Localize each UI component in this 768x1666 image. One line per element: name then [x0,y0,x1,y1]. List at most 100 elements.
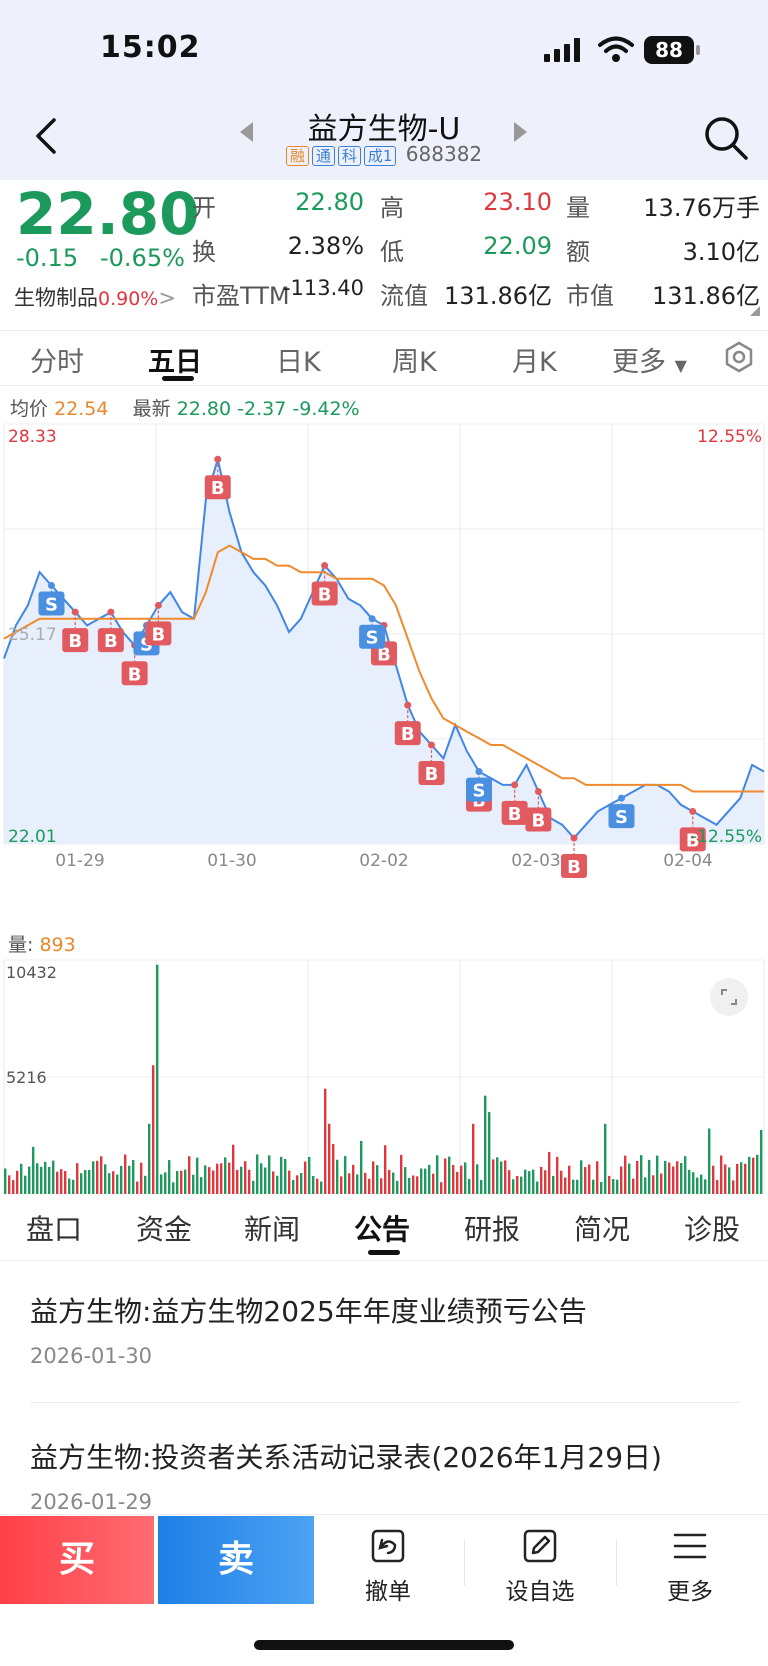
quote-panel [0,180,768,320]
separator [464,1540,465,1586]
volume-bar [576,1179,579,1194]
high-label: 高 [380,194,404,222]
volume-bar [624,1155,627,1194]
tab-day-k[interactable]: 日K [276,347,321,378]
volume-bar [292,1179,295,1194]
volume-bar [328,1123,331,1194]
volume-bar [456,1171,459,1194]
avg-value: 22.54 [54,398,109,420]
volume-bar [424,1168,427,1194]
volume-bar [728,1167,731,1194]
volume-bar [96,1160,99,1194]
volume-bar [180,1170,183,1194]
trade-marker-label: B [686,830,700,851]
add-watchlist-button[interactable]: 设自选 [480,1528,600,1606]
tab-diagnose[interactable]: 诊股 [684,1213,741,1246]
tab-research[interactable]: 研报 [464,1213,521,1246]
volume-bar [740,1162,743,1194]
settings-button[interactable] [722,340,756,374]
tab-profile[interactable]: 简况 [574,1213,631,1246]
volume-chart[interactable]: 10432 5216 [0,956,768,1196]
volume-bar [104,1164,107,1194]
price-chart[interactable]: SBBBSBBBBSBBBSBBBSB28.3325.1722.0112.55%… [0,420,768,920]
caret-down-icon: ▼ [674,356,687,375]
trade-marker-label: B [401,724,415,745]
prev-stock-button[interactable] [240,122,253,142]
volume-bar [356,1174,359,1194]
tag-margin: 融 [285,145,309,166]
info-tab-underline [368,1250,400,1255]
volume-bar [88,1170,91,1194]
tab-minute[interactable]: 分时 [30,347,84,378]
next-stock-button[interactable] [514,122,527,142]
volume-bar [444,1158,447,1194]
volume-bar [116,1174,119,1194]
low-value: 22.09 [483,232,552,260]
tab-news[interactable]: 新闻 [244,1213,301,1246]
volume-bar [128,1165,131,1194]
volume-bar [352,1164,355,1194]
tab-week-k[interactable]: 周K [392,347,437,378]
volume-bar [32,1146,35,1194]
tab-announcements[interactable]: 公告 [354,1213,411,1246]
search-button[interactable] [700,112,752,164]
volume-bar [284,1159,287,1194]
volume-bar [472,1123,475,1194]
chart-info: 均价 22.54 最新 22.80 -2.37 -9.42% [10,394,360,421]
tab-handicap[interactable]: 盘口 [26,1213,83,1246]
cancel-order-button[interactable]: 撤单 [328,1528,448,1606]
volume-bar [524,1169,527,1194]
trade-point [71,608,79,616]
buy-button[interactable]: 买 [0,1516,154,1604]
volume-bar [28,1166,31,1194]
fullscreen-button[interactable] [710,978,748,1016]
announcement-title[interactable]: 益方生物:益方生物2025年年度业绩预亏公告 [30,1295,587,1328]
volume-bar [276,1175,279,1194]
volume-bar [140,1162,143,1194]
y-min-label: 22.01 [8,827,57,847]
volume-bar [580,1160,583,1194]
volume-bar [52,1160,55,1194]
announcement-date: 2026-01-29 [30,1490,153,1514]
status-time: 15:02 [100,30,201,65]
sell-button[interactable]: 卖 [158,1516,314,1604]
sector-pct: 0.90% [98,288,159,310]
volume-bar [596,1161,599,1194]
tab-month-k[interactable]: 月K [512,347,557,378]
volume-bar [176,1171,179,1194]
volume-bar [692,1172,695,1194]
tab-funds[interactable]: 资金 [136,1213,193,1246]
tag-star: 科 [337,145,361,166]
float-cap-value: 131.86亿 [444,282,552,310]
trade-point [48,581,55,589]
announcement-title[interactable]: 益方生物:投资者关系活动记录表(2026年1月29日) [30,1441,662,1474]
volume-bar [644,1177,647,1194]
volume-bar [412,1175,415,1194]
stock-title: 益方生物-U [307,112,461,147]
volume-bar [708,1128,711,1194]
volume-bar [320,1181,323,1194]
tab-more[interactable]: 更多 ▼ [612,340,687,379]
high-value: 23.10 [483,188,552,216]
more-label: 更多 [667,1579,713,1605]
back-button[interactable] [24,112,72,160]
volume-bar [48,1166,51,1194]
trade-marker-buy [525,807,552,832]
chevron-right-icon: > [158,286,176,310]
trade-marker-label: B [152,624,166,645]
avg-label: 均价 [10,398,49,420]
expand-icon [721,989,737,1005]
volume-bar [308,1157,311,1194]
volume-bar [80,1173,83,1194]
sector-link[interactable]: 生物制品0.90%> [14,282,176,312]
trade-point [368,615,376,623]
pe-label: 市盈TTM [192,282,290,310]
trade-marker-label: B [128,664,142,685]
volume-bar [24,1175,27,1194]
volume-bar [600,1182,603,1194]
more-button[interactable]: 更多 [630,1528,750,1606]
volume-bar [440,1182,443,1194]
pct-max-label: 12.55% [697,427,762,447]
tab-five-day[interactable]: 五日 [148,347,202,378]
volume-bar [64,1171,67,1194]
